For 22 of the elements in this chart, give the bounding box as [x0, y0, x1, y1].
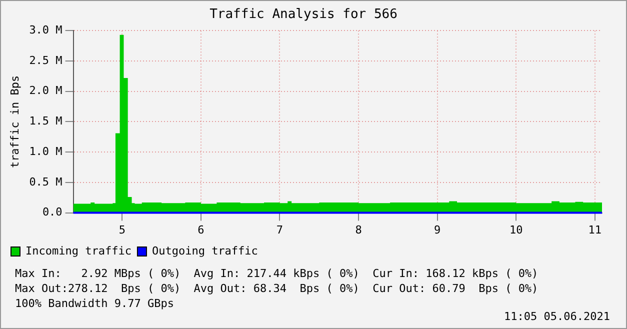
y-tick-label: 2.0 M	[29, 84, 63, 98]
x-tick-label: 11	[588, 223, 602, 236]
y-tick-label: 0.5 M	[29, 175, 63, 188]
x-tick-label: 5	[118, 223, 126, 236]
text: Max Out:278.12 Bps ( 0%) Avg Out: 68.34 Bps ( 0%) Cur Out: 60.79 Bps ( 0%)	[15, 282, 538, 295]
x-tick-label: 6	[198, 223, 204, 236]
y-axis-title: traffic in Bps	[8, 75, 22, 168]
x-tick-label: 7	[276, 223, 284, 236]
x-tick-label: 9	[434, 223, 441, 236]
x-tick-label: 10	[509, 223, 523, 236]
legend-label: Outgoing traffic	[152, 244, 258, 258]
y-tick-label: 1.0 M	[29, 144, 63, 158]
text: Max In: 2.92 MBps ( 0%) Avg In: 217.44 kBps ( 0%) Cur In: 168.12 kBps ( 0%)	[15, 267, 538, 280]
legend-label: Incoming traffic	[26, 244, 132, 258]
chart-title: Traffic Analysis for 566	[210, 7, 398, 22]
y-tick-label: 3.0 M	[29, 23, 63, 36]
text: 11:05 05.06.2021	[504, 310, 610, 323]
x-tick-label: 8	[355, 223, 362, 236]
text: 100% Bandwidth 9.77 GBps	[15, 297, 174, 310]
y-tick-label: 0.0	[42, 206, 62, 219]
y-tick-label: 2.5 M	[29, 54, 63, 67]
y-tick-label: 1.5 M	[29, 114, 63, 128]
